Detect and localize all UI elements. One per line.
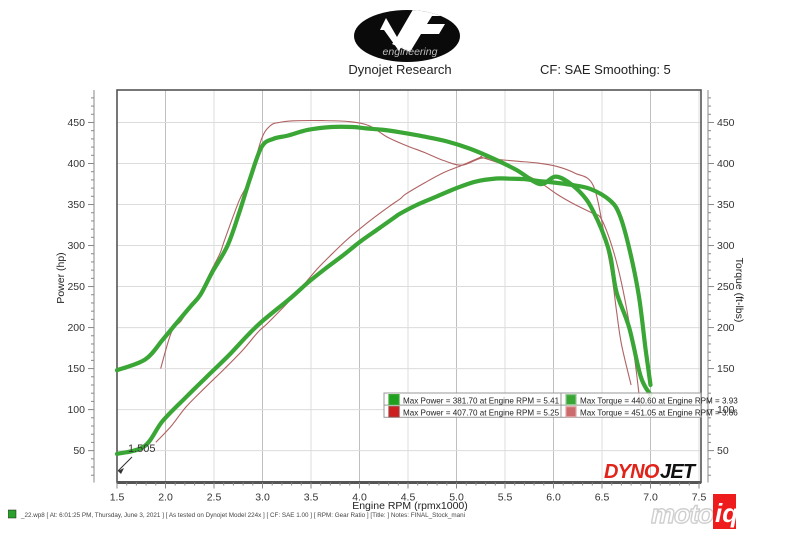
svg-text:7.5: 7.5 <box>692 492 707 504</box>
svg-text:5.0: 5.0 <box>449 492 464 504</box>
svg-text:100: 100 <box>67 404 85 416</box>
svg-text:4.0: 4.0 <box>352 492 367 504</box>
svg-text:Max Power = 407.70 at Engine R: Max Power = 407.70 at Engine RPM = 5.25 <box>403 408 560 417</box>
svg-text:350: 350 <box>67 199 85 211</box>
svg-text:450: 450 <box>67 117 85 129</box>
svg-text:350: 350 <box>717 199 735 211</box>
svg-text:400: 400 <box>717 158 735 170</box>
svg-text:50: 50 <box>717 445 729 457</box>
svg-text:50: 50 <box>73 445 85 457</box>
svg-text:200: 200 <box>67 322 85 334</box>
svg-text:1.5: 1.5 <box>110 492 125 504</box>
svg-text:400: 400 <box>67 158 85 170</box>
svg-text:3.0: 3.0 <box>255 492 270 504</box>
svg-text:3.5: 3.5 <box>304 492 319 504</box>
svg-text:250: 250 <box>717 281 735 293</box>
svg-text:7.0: 7.0 <box>643 492 658 504</box>
svg-text:Max Power = 381.70 at Engine R: Max Power = 381.70 at Engine RPM = 5.41 <box>403 396 560 405</box>
svg-text:DYNO: DYNO <box>604 461 660 483</box>
svg-text:4.5: 4.5 <box>401 492 416 504</box>
svg-text:300: 300 <box>67 240 85 252</box>
svg-text:150: 150 <box>717 363 735 375</box>
svg-text:250: 250 <box>67 281 85 293</box>
svg-text:6.0: 6.0 <box>546 492 561 504</box>
svg-text:1.505: 1.505 <box>128 443 156 455</box>
svg-text:Max Torque = 440.60 at Engine: Max Torque = 440.60 at Engine RPM = 3.93 <box>580 396 738 405</box>
svg-text:300: 300 <box>717 240 735 252</box>
svg-text:6.5: 6.5 <box>595 492 610 504</box>
svg-text:2.0: 2.0 <box>158 492 173 504</box>
svg-text:200: 200 <box>717 322 735 334</box>
svg-text:450: 450 <box>717 117 735 129</box>
svg-text:Max Torque = 451.05 at Engine: Max Torque = 451.05 at Engine RPM = 3.66 <box>580 408 738 417</box>
svg-text:5.5: 5.5 <box>498 492 513 504</box>
svg-text:2.5: 2.5 <box>207 492 222 504</box>
svg-text:JET: JET <box>660 461 697 483</box>
svg-text:150: 150 <box>67 363 85 375</box>
